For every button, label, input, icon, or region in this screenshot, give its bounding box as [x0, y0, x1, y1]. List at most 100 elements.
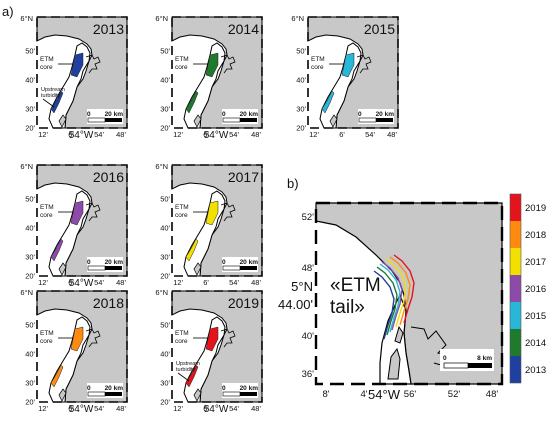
scale-label: 20 km: [240, 111, 259, 118]
lon-tick-label: 12': [38, 404, 48, 413]
lon-tick-label: 12': [38, 130, 48, 139]
lat-top-label: 6°N: [20, 162, 33, 171]
panel-b-label: b): [287, 176, 299, 191]
lon-axis-label: 54°W: [368, 387, 401, 402]
lon-tick-label: 54': [229, 130, 239, 139]
lat-tick-label: 30': [160, 379, 170, 388]
lon-tick-label: 12': [173, 130, 183, 139]
lat-axis-label: 5°N: [291, 279, 313, 294]
upstream-turbidity-patch: [185, 238, 199, 262]
lat-tick-label: 50': [25, 321, 35, 330]
scale-bar-white: [87, 391, 106, 397]
year-label: 2015: [364, 21, 395, 37]
upstream-turbidity-patch: [50, 364, 64, 388]
legend-label-2016: 2016: [525, 284, 546, 295]
scale-bar-black: [105, 118, 122, 122]
upstream-turbidity-patch: [185, 90, 199, 114]
upstream-turbidity-label: Upstream turbidity: [41, 87, 65, 99]
creek-line: [85, 54, 101, 74]
lat-tick-label: 50': [160, 195, 170, 204]
lat-tick-label: 30': [25, 253, 35, 262]
lon-tick-label: 52': [448, 389, 461, 400]
map-dashed-border: [171, 164, 263, 277]
lat-top-label: 6°N: [155, 288, 168, 297]
small-map-2015: 2015 ETM core 0 20 km 6°N 50' 40' 30' 20'12' 6' 54'…: [291, 14, 399, 139]
etm-tail-contour-2013: [373, 270, 395, 340]
lon-tick-label: 6': [203, 278, 209, 287]
map-dashed-border: [36, 290, 128, 403]
map-dashed-border: [36, 164, 128, 277]
etm-tail-contour-2019: [393, 254, 415, 324]
map-dashed-border: [314, 201, 504, 386]
year-label: 2016: [93, 169, 124, 185]
panel-a-label: a): [2, 4, 14, 19]
year-label: 2019: [228, 295, 259, 311]
year-label: 2017: [228, 169, 259, 185]
lat-tick-label: 52': [302, 212, 315, 223]
scale-bar-black: [376, 118, 393, 122]
map-dashed-border: [171, 16, 263, 129]
creek-line: [220, 202, 236, 222]
lat-tick-label: 40': [296, 76, 306, 85]
lon-tick-label: 12': [173, 278, 183, 287]
lat-tick-label: 30': [160, 253, 170, 262]
lon-tick-label: 12': [38, 278, 48, 287]
lon-tick-label: 6': [203, 404, 209, 413]
river-island: [193, 388, 202, 402]
etm-core-label: ETM core: [40, 56, 54, 71]
upstream-turbidity-patch: [321, 90, 335, 114]
scale-bar-white: [222, 391, 241, 397]
lat-tick-label: 50': [160, 47, 170, 56]
river-island: [193, 262, 202, 276]
lon-tick-label: 48': [251, 278, 261, 287]
lon-tick-label: 6': [68, 278, 74, 287]
lon-tick-label: 6': [68, 404, 74, 413]
etm-core-label: ETM core: [175, 56, 189, 71]
scale-label: 20 km: [240, 385, 259, 392]
scale-bar-black: [105, 266, 122, 270]
scale-label: 20 km: [105, 259, 124, 266]
lon-tick-label: 48': [251, 404, 261, 413]
lon-tick-label: 54': [229, 278, 239, 287]
lon-tick-label: 48': [116, 404, 126, 413]
lon-axis-label: 54°W: [69, 278, 94, 289]
lat-tick-label: 50': [160, 321, 170, 330]
lat-tick-label: 40': [160, 350, 170, 359]
small-map-2013: 2013 ETM core Upstream turbidity 0 20 km 6°N 50'…: [20, 14, 128, 141]
etm-tail-contour-2018: [389, 256, 411, 326]
small-map-grid: 2013 ETM core Upstream turbidity 0 20 km 6°N 50'…: [20, 14, 399, 415]
scale-bar-black: [240, 266, 257, 270]
etm-core-label: ETM core: [311, 56, 325, 71]
legend-frame: [509, 193, 522, 384]
scale-zero: 0: [87, 111, 91, 118]
lon-tick-label: 54': [94, 404, 104, 413]
scale-label: 20 km: [376, 111, 395, 118]
lat-tick-label: 20': [296, 124, 306, 133]
upstream-turbidity-arrow: [42, 98, 55, 108]
river-island: [58, 262, 67, 276]
scale-bar-white: [87, 117, 106, 123]
creek-line: [85, 328, 101, 348]
etm-tail-contour-2014: [376, 266, 398, 336]
creek-line: [220, 54, 236, 74]
scale-bar-black: [468, 363, 492, 368]
legend-swatch-2013: [510, 356, 521, 383]
lon-tick-label: 56': [404, 389, 417, 400]
scale-zero: 0: [87, 259, 91, 266]
lat-tick-label: 40': [302, 331, 315, 342]
legend-label-2014: 2014: [525, 338, 546, 349]
lon-tick-label: 12': [173, 404, 183, 413]
upstream-turbidity-patch: [50, 238, 64, 262]
lon-tick-label: 48': [387, 130, 397, 139]
lat-tick-label: 20': [160, 272, 170, 281]
lon-axis-label: 54°W: [204, 130, 229, 141]
lon-tick-label: 4': [360, 389, 367, 400]
year-label: 2013: [93, 21, 124, 37]
etm-core-label: ETM core: [175, 330, 189, 345]
lon-tick-label: 48': [486, 389, 499, 400]
creek-line: [356, 54, 372, 74]
etm-tail-contour-2016: [381, 261, 403, 331]
river-island: [394, 325, 404, 344]
lon-tick-label: 8': [322, 389, 329, 400]
